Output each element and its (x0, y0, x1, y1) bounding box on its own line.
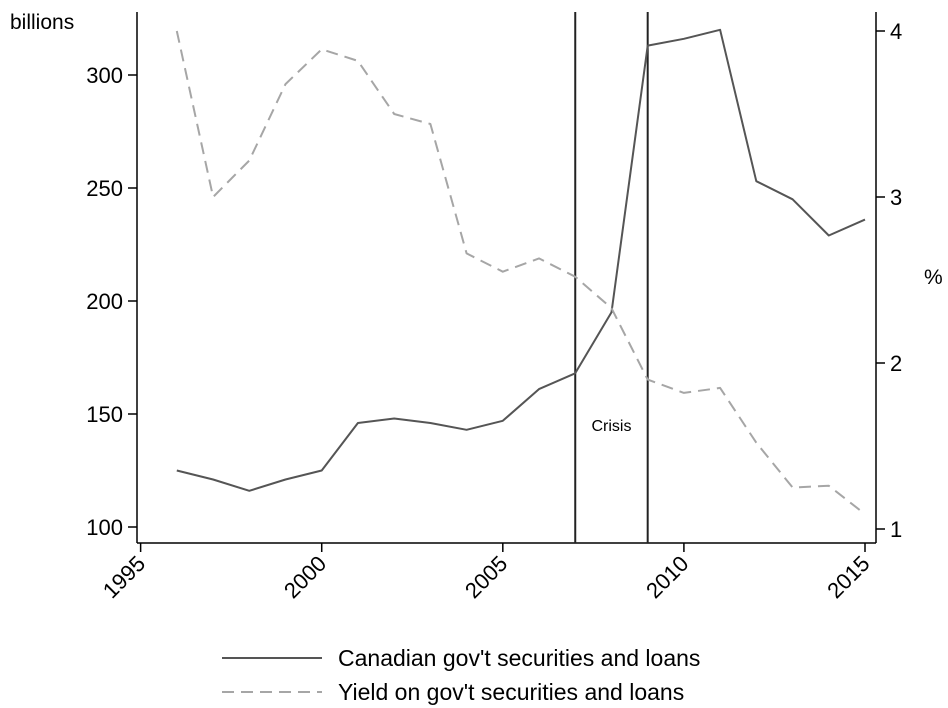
y-left-tick-label: 200 (86, 289, 123, 314)
crisis-annotation: Crisis (591, 418, 631, 435)
series-lines (175, 28, 866, 515)
y-left-tick-label: 300 (86, 63, 123, 88)
y-right-tick-label: 1 (890, 517, 902, 542)
y-left-tick-label: 150 (86, 402, 123, 427)
x-tick-label: 2015 (822, 551, 874, 603)
y-right-tick-label: 3 (890, 185, 902, 210)
y-axis-right-ticks: 1 2 3 4 (876, 19, 902, 542)
y-left-tick-label: 100 (86, 515, 123, 540)
y-axis-left-label: billions (10, 11, 74, 34)
series-line-securities (176, 28, 866, 492)
legend: Canadian gov't securities and loans Yiel… (222, 645, 700, 705)
y-left-tick-label: 250 (86, 176, 123, 201)
y-axis-right-label: % (924, 266, 943, 289)
x-tick-label: 1995 (98, 551, 150, 603)
crisis-markers (574, 12, 649, 543)
annotations: Crisis (591, 418, 631, 435)
x-axis-ticks: 1995 2000 2005 2010 2015 (98, 543, 875, 603)
x-tick-label: 2000 (279, 551, 331, 603)
x-tick-label: 2005 (460, 551, 512, 603)
x-tick-label: 2010 (641, 551, 693, 603)
series-line-yield (175, 30, 866, 515)
legend-label-series-2: Yield on gov't securities and loans (338, 679, 684, 705)
y-right-tick-label: 2 (890, 351, 902, 376)
y-axis-left-ticks: 100 150 200 250 300 (86, 63, 137, 540)
y-right-tick-label: 4 (890, 19, 902, 44)
plot-area (136, 12, 877, 544)
legend-label-series-1: Canadian gov't securities and loans (338, 645, 700, 671)
